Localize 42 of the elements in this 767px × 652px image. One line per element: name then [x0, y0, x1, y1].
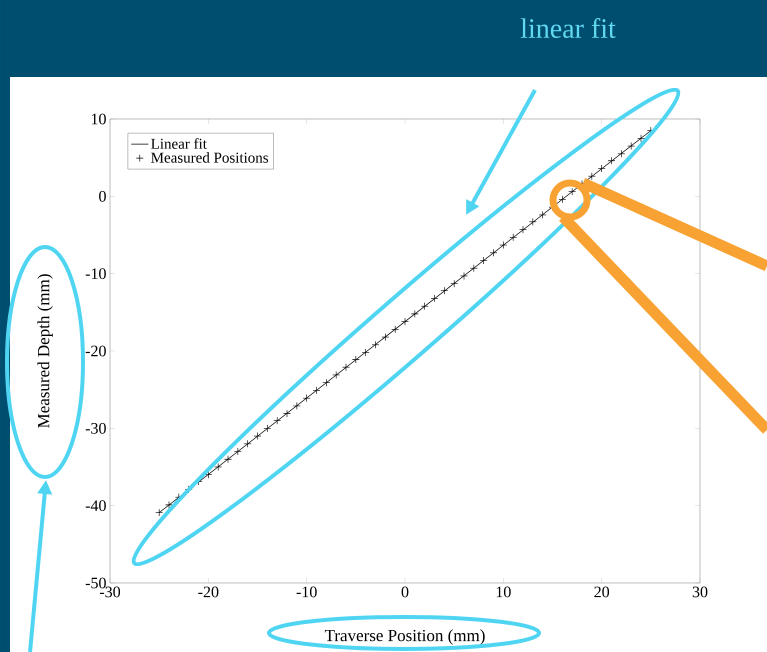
- y-tick-label: 0: [99, 190, 106, 202]
- point: [284, 410, 291, 418]
- point: [382, 334, 389, 341]
- x-tick-label: -30: [100, 586, 120, 598]
- point: [500, 242, 507, 249]
- point: [628, 142, 635, 150]
- y-axis-title: Measured Depth (mm): [37, 274, 53, 428]
- y-tick-label: -20: [86, 346, 106, 356]
- y-tick-label: -40: [86, 500, 106, 512]
- x-axis-title: Traverse Position (mm): [324, 629, 485, 645]
- point: [332, 371, 340, 378]
- point: [431, 294, 438, 302]
- text: linear fit: [520, 18, 616, 38]
- point: [608, 157, 615, 164]
- point: [352, 356, 360, 363]
- point: [637, 134, 644, 142]
- point: [372, 341, 380, 348]
- point: [460, 272, 468, 280]
- y-tick-label: 10: [92, 114, 106, 124]
- point: [234, 448, 242, 456]
- x-tick-label: 30: [692, 586, 708, 598]
- point: [480, 257, 488, 264]
- legend-label: Linear fit: [151, 138, 207, 149]
- legend-label: Measured Positions: [151, 152, 268, 163]
- point: [598, 164, 606, 172]
- point: [490, 249, 497, 256]
- point: [362, 349, 370, 356]
- x-tick-label: -10: [296, 586, 317, 598]
- x-tick-label: 10: [496, 586, 511, 598]
- point: [254, 432, 262, 440]
- x-tick-label: -20: [198, 586, 218, 598]
- point: [342, 364, 350, 371]
- x-tick-label: 20: [594, 586, 610, 598]
- y-tick-label: -10: [86, 268, 106, 280]
- x-tick-label: 0: [402, 586, 408, 598]
- point: [313, 386, 320, 394]
- point: [520, 226, 526, 234]
- point: [214, 463, 222, 470]
- point: [402, 318, 408, 326]
- y-tick-label: -50: [86, 578, 106, 588]
- point: [224, 456, 232, 463]
- y-tick-label: -30: [86, 422, 106, 434]
